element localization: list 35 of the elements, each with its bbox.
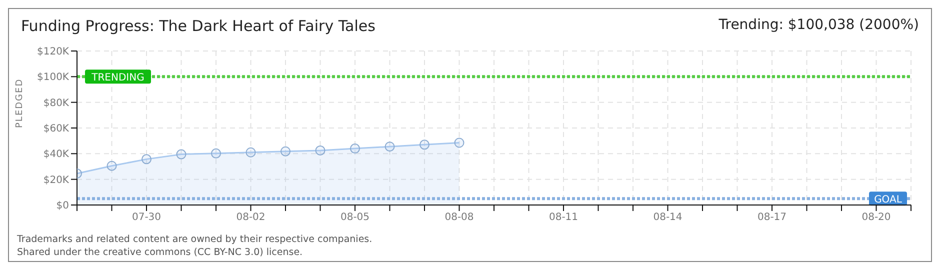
text: Trademarks and related content are owned by their respective companies.: [17, 233, 372, 246]
text: Shared under the creative commons (CC BY-NC 3.0) license.: [17, 246, 304, 259]
x-tick-label: 08-17: [757, 212, 787, 224]
point: [420, 140, 430, 150]
y-tick-label: $20K: [43, 174, 70, 186]
x-tick-label: 08-20: [862, 212, 891, 224]
point: [106, 160, 117, 171]
point: [384, 142, 395, 152]
ref-line-label: GOAL: [874, 194, 902, 206]
point: [454, 138, 464, 148]
point: [246, 147, 256, 158]
point: [315, 145, 326, 156]
tag-badge: GOAL: [869, 192, 907, 206]
x-tick-label: 08-05: [340, 212, 370, 224]
x-tick-label: 07-30: [132, 212, 162, 224]
chart-title: Funding Progress: The Dark Heart of Fairy Tales: [21, 17, 376, 35]
y-tick-label: $60K: [43, 124, 70, 135]
y-tick-label: $80K: [43, 98, 70, 109]
x-tick-label: 08-11: [548, 212, 578, 224]
point: [280, 146, 290, 156]
chart-subtitle: Trending: $100,038 (2000%): [718, 17, 919, 33]
point: [211, 148, 221, 158]
tag-badge: TRENDING: [85, 70, 151, 84]
x-tick-label: 08-14: [653, 212, 682, 224]
x-tick-label: 08-08: [444, 212, 474, 224]
x-tick-label: 08-02: [236, 212, 266, 224]
point: [176, 149, 186, 160]
point: [350, 144, 360, 154]
y-tick-label: $0: [56, 200, 69, 212]
point: [142, 154, 152, 164]
ref-line-label: TRENDING: [90, 72, 144, 84]
y-tick-label: $40K: [43, 149, 70, 160]
y-tick-label: $120K: [36, 46, 70, 58]
y-tick-label: $100K: [36, 72, 70, 84]
y-axis-title: PLEDGED: [15, 78, 26, 128]
